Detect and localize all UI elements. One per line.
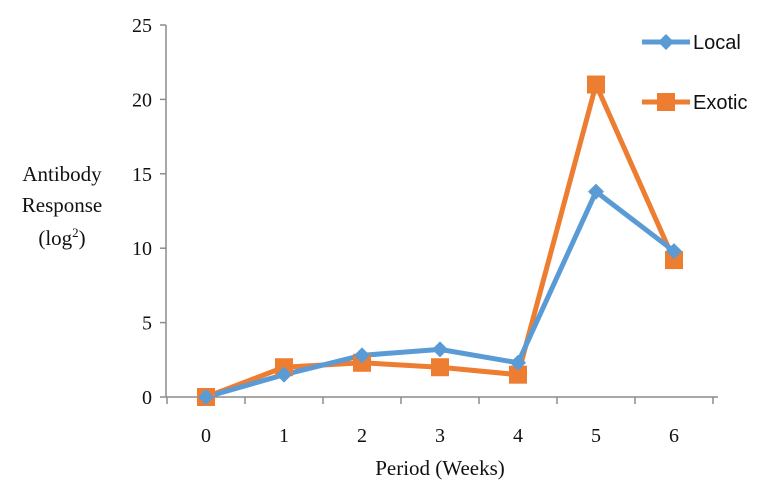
data-point-local — [354, 347, 370, 364]
data-point-local — [276, 366, 292, 383]
y-tick-label: 15 — [132, 164, 152, 186]
y-axis-title-line-1: Antibody — [22, 162, 102, 186]
x-tick-label: 4 — [513, 425, 523, 447]
data-point-exotic — [509, 365, 527, 384]
y-axis-unit-base: (log — [38, 226, 72, 250]
legend-marker-exotic — [657, 93, 675, 111]
axes — [165, 25, 718, 398]
legend-label-exotic: Exotic — [693, 92, 747, 114]
x-axis-ticks: 0 1 2 3 4 5 6 — [166, 397, 714, 447]
x-tick-label: 5 — [591, 425, 601, 447]
series-group — [197, 75, 683, 406]
y-tick-label: 25 — [132, 15, 152, 37]
y-axis-unit-close: ) — [79, 226, 86, 250]
legend: Local Exotic — [642, 32, 747, 114]
data-point-local — [510, 354, 526, 371]
legend-label-local: Local — [693, 32, 741, 54]
y-axis-title-line-2: Response — [22, 193, 103, 217]
x-axis-title: Period (Weeks) — [375, 456, 505, 480]
y-tick-label: 20 — [132, 89, 152, 111]
x-tick-label: 0 — [201, 425, 211, 447]
data-point-exotic — [665, 251, 683, 270]
legend-marker-local — [658, 34, 674, 50]
y-axis-title: Antibody Response (log2) — [22, 162, 103, 250]
data-point-exotic — [587, 75, 605, 94]
y-axis-unit-superscript: 2 — [72, 225, 79, 240]
data-point-local — [666, 243, 682, 260]
x-tick-label: 1 — [279, 425, 289, 447]
x-tick-label: 2 — [357, 425, 367, 447]
y-tick-label: 10 — [132, 238, 152, 260]
data-point-local — [588, 183, 604, 200]
y-tick-label: 0 — [142, 387, 152, 409]
y-tick-label: 5 — [142, 313, 152, 335]
data-point-local — [432, 341, 448, 358]
x-tick-label: 6 — [669, 425, 679, 447]
x-tick-label: 3 — [435, 425, 445, 447]
y-axis-ticks: 0 5 10 15 20 25 — [132, 15, 166, 409]
data-point-exotic — [431, 358, 449, 377]
y-axis-title-line-3: (log2) — [38, 225, 85, 250]
data-point-local — [198, 389, 214, 405]
